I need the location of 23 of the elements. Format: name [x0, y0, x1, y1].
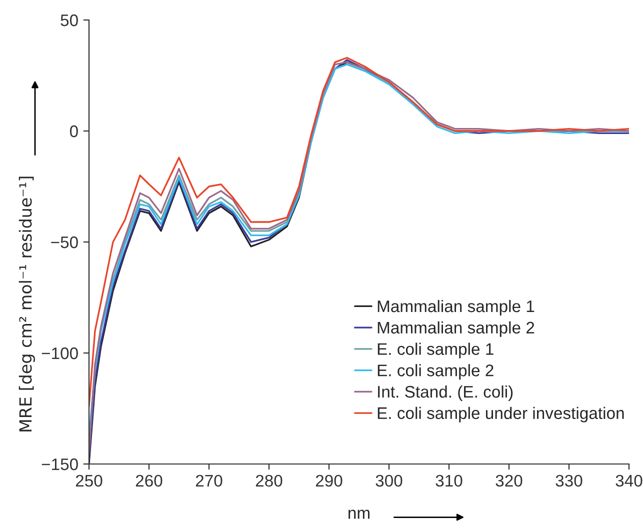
x-tick-label: 340 [616, 474, 642, 487]
x-axis-title: nm [348, 510, 370, 519]
legend-label: E. coli sample 1 [378, 342, 494, 358]
x-tick-label: 260 [136, 474, 162, 487]
x-tick-label: 270 [196, 474, 222, 487]
x-tick-label: 310 [436, 474, 462, 487]
y-tick-label: −150 [42, 458, 78, 470]
y-tick-label: 50 [60, 14, 78, 26]
x-tick-label: 280 [256, 474, 282, 487]
x-tick-label: 300 [376, 474, 402, 487]
y-axis-title: MRE [deg cm² mol⁻¹ residue⁻¹] [18, 176, 35, 432]
legend-label: E. coli sample 2 [378, 364, 494, 380]
y-tick-label: −100 [42, 347, 78, 360]
y-tick-label: −50 [51, 236, 78, 248]
x-tick-label: 290 [316, 474, 342, 487]
legend-label: Int. Stand. (E. coli) [378, 385, 513, 401]
x-tick-label: 330 [556, 474, 582, 487]
x-tick-label: 320 [496, 474, 522, 487]
x-tick-label: 250 [76, 474, 102, 487]
legend-label: Mammalian sample 2 [378, 321, 534, 337]
legend-label: Mammalian sample 1 [378, 300, 534, 316]
legend-label: E. coli sample under investigation [378, 406, 624, 422]
y-tick-label: 0 [70, 125, 78, 138]
